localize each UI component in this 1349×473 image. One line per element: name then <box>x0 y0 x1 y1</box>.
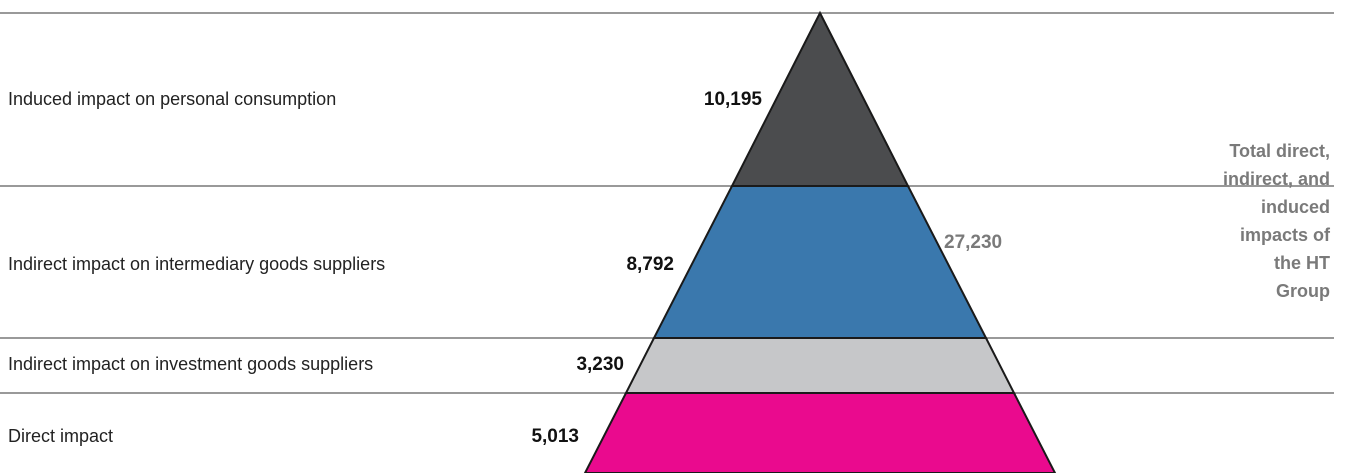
value-label-investment: 3,230 <box>576 354 624 375</box>
total-caption: Total direct, indirect, and induced impa… <box>1222 141 1330 301</box>
value-label-induced: 10,195 <box>703 89 762 110</box>
value-label-intermediary: 8,792 <box>626 254 674 275</box>
row-label-intermediary: Indirect impact on intermediary goods su… <box>8 254 386 274</box>
row-label-direct: Direct impact <box>8 426 114 446</box>
tier-investment-goods <box>624 337 1016 394</box>
total-value: 27,230 <box>944 232 1003 253</box>
row-label-induced: Induced impact on personal consumption <box>8 89 337 109</box>
value-label-direct: 5,013 <box>531 426 579 447</box>
tier-intermediary-goods <box>652 185 988 339</box>
row-label-investment: Indirect impact on investment goods supp… <box>8 354 374 374</box>
tier-direct-impact <box>583 392 1057 473</box>
